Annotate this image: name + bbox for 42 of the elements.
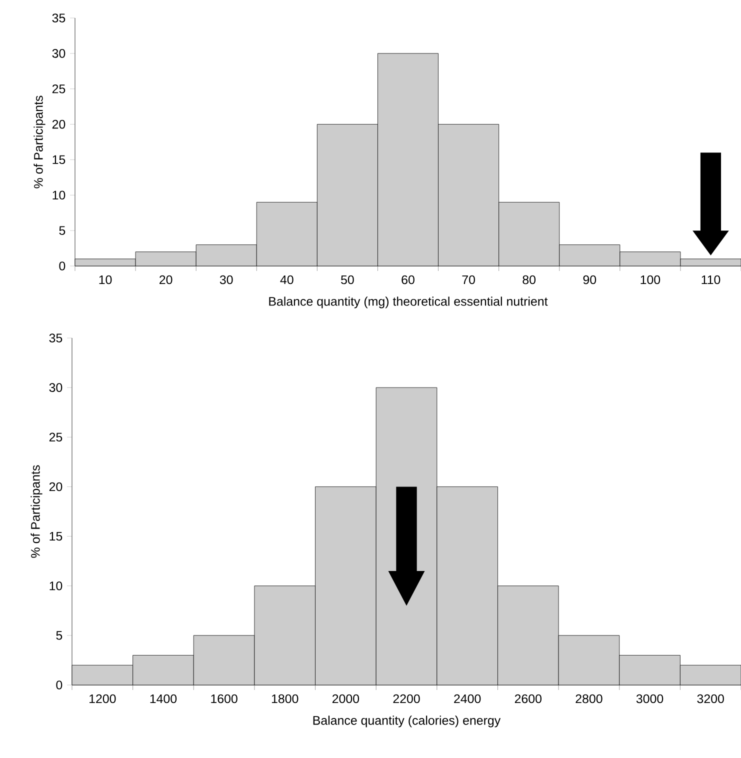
x-tick-label: 3000	[636, 694, 664, 704]
x-tick-label: 1600	[211, 694, 238, 704]
y-tick-label: 30	[52, 49, 66, 58]
x-tick-label: 110	[702, 275, 720, 284]
y-tick-label: 20	[49, 482, 62, 492]
y-tick-label: 5	[59, 226, 66, 235]
y-tick-label: 25	[49, 432, 62, 442]
x-tick-label: 1400	[150, 694, 177, 704]
x-tick-label: 1200	[90, 694, 116, 704]
x-tick-label: 100	[640, 275, 660, 284]
x-tick-label: 3200	[697, 694, 724, 704]
y-tick-label: 30	[49, 383, 62, 392]
x-tick-label: 10	[99, 275, 112, 284]
y-tick-label: 35	[52, 14, 66, 22]
x-tick-label: 2400	[454, 694, 481, 704]
x-tick-label: 60	[402, 275, 414, 284]
y-tick-label: 20	[52, 120, 66, 129]
y-tick-label: 15	[52, 155, 66, 164]
x-tick-label: 2600	[514, 694, 542, 704]
y-tick-label: 0	[59, 262, 66, 270]
x-tick-label: 2200	[393, 694, 420, 704]
y-axis-title: % of Participants	[30, 465, 42, 558]
x-tick-label: 50	[341, 275, 354, 284]
x-axis-title: Balance quantity (mg) theoretical essential nutrient	[269, 296, 548, 308]
y-tick-label: 35	[49, 334, 62, 342]
x-tick-label: 30	[220, 275, 233, 284]
x-tick-label: 90	[583, 275, 596, 284]
x-tick-label: 2000	[332, 694, 360, 704]
x-tick-label: 80	[522, 275, 536, 284]
x-tick-label: 1800	[272, 694, 298, 704]
y-tick-label: 15	[50, 532, 62, 541]
y-tick-label: 5	[56, 631, 62, 640]
y-tick-label: 25	[52, 84, 66, 94]
y-tick-label: 10	[52, 190, 66, 200]
x-axis-title: Balance quantity (calories) energy	[313, 716, 501, 728]
y-axis-title: % of Participants	[34, 96, 46, 188]
y-tick-label: 0	[56, 680, 62, 690]
x-tick-label: 20	[160, 275, 172, 284]
y-tick-label: 10	[50, 581, 62, 590]
x-tick-label: 2800	[576, 694, 602, 704]
x-tick-label: 70	[462, 275, 475, 284]
x-tick-label: 40	[280, 275, 294, 284]
